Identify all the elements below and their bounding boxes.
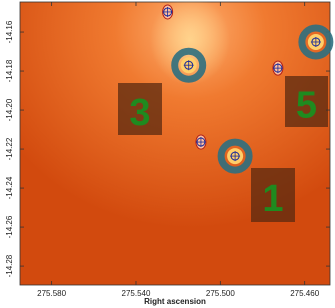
x-tick-label: 275.540 [122,289,151,298]
y-tick-label: -14.16 [5,20,14,43]
y-tick-label: -14.18 [5,59,14,82]
source-marker [273,61,283,75]
annotation-label: 5 [296,85,317,127]
y-tick-label: -14.20 [5,98,14,121]
y-tick-label: -14.26 [5,215,14,238]
chart: Right ascension 3 5 1 275.580 275.540 275.500… [0,0,335,308]
source-marker [196,135,206,149]
annotation-label: 3 [129,92,150,134]
x-tick-label: 275.500 [206,289,235,298]
y-tick-label: -14.22 [5,137,14,160]
source-marker [163,5,173,19]
x-tick-label: 275.580 [37,289,66,298]
annotation-label: 1 [262,178,283,220]
y-tick-label: -14.28 [5,254,14,277]
x-tick-label: 275.460 [290,289,319,298]
y-tick-label: -14.24 [5,176,14,199]
x-axis-label: Right ascension [144,297,206,306]
